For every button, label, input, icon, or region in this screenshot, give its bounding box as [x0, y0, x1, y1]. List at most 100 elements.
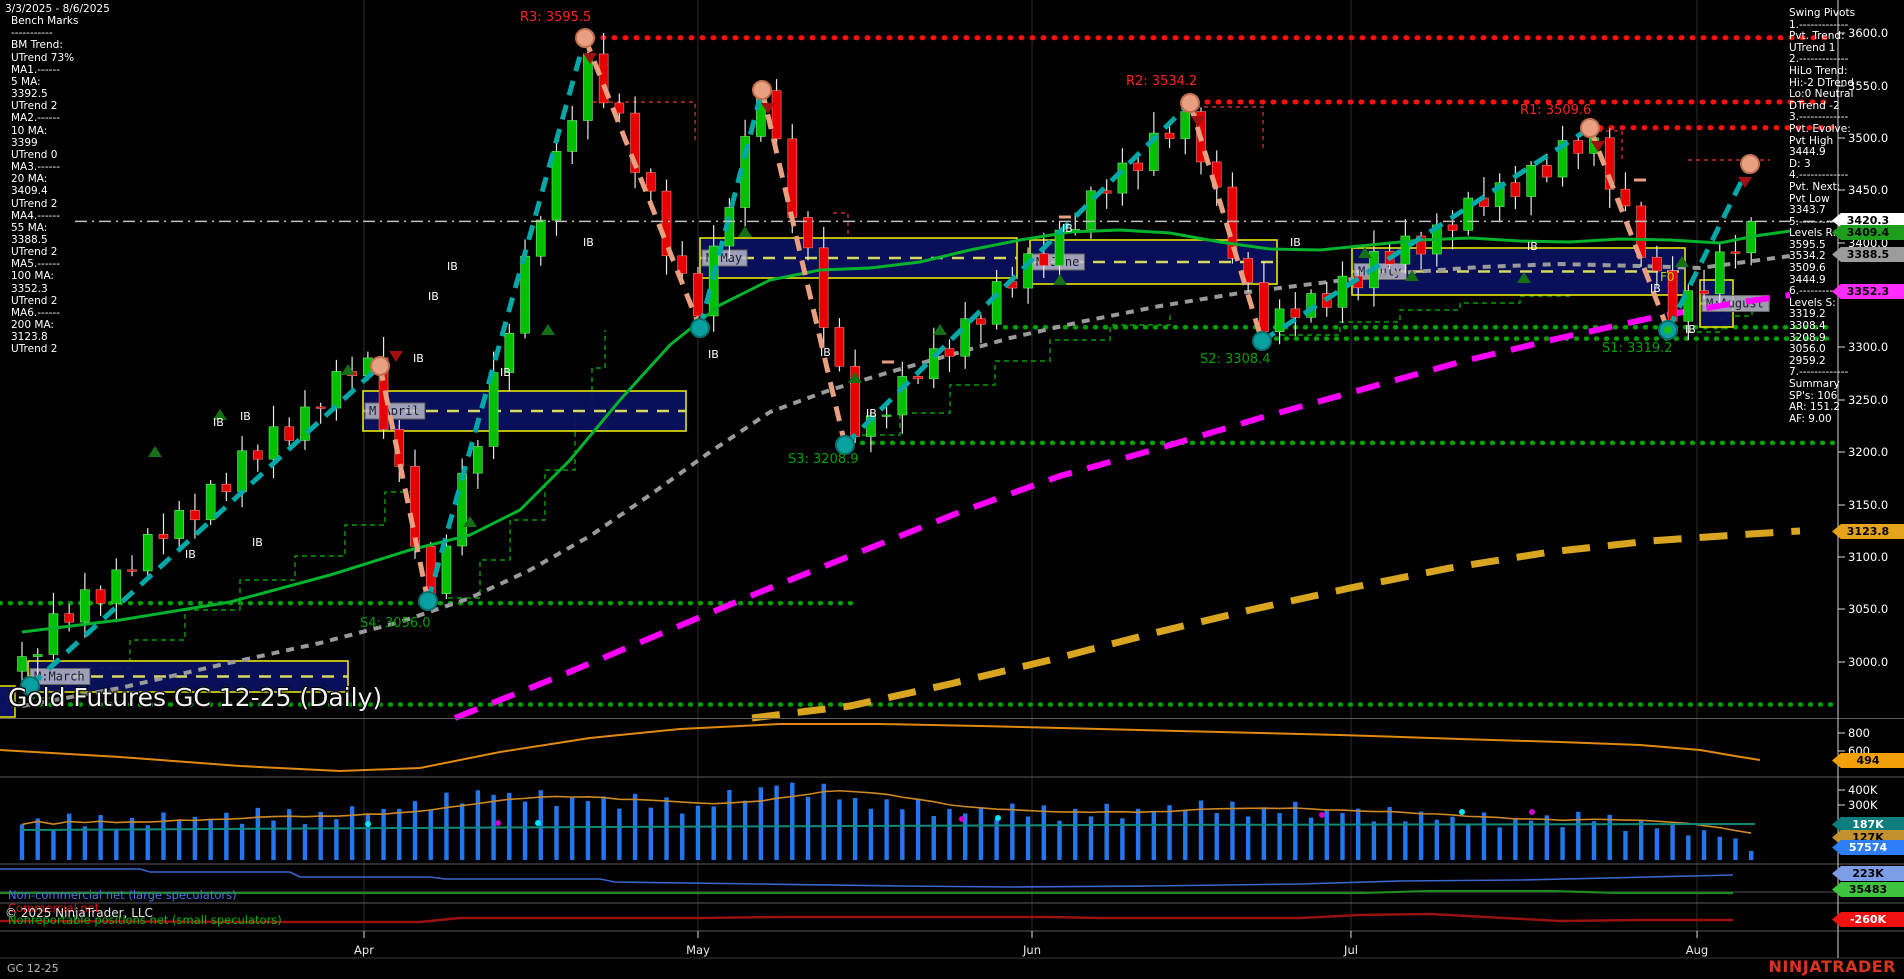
price-tag: 3388.5: [1832, 247, 1904, 262]
up-triangle-marker: [213, 409, 227, 420]
up-triangle-marker: [341, 364, 355, 375]
volume-bar: [208, 818, 213, 860]
candle-body: [127, 569, 137, 572]
price-tick-label: 3150.0: [1848, 498, 1889, 512]
benchmarks-legend-line: 200 MA:: [11, 319, 54, 332]
volume-bar: [129, 817, 135, 860]
candle-body: [315, 406, 326, 409]
zigzag-segment: [425, 37, 588, 602]
candle-body: [1117, 162, 1128, 194]
volume-bar: [1560, 827, 1565, 860]
candle-body: [504, 332, 515, 373]
volume-bar: [1387, 807, 1392, 860]
swing-pivots-line: 3444.9: [1789, 273, 1826, 286]
candle-body: [205, 483, 216, 521]
swing-pivots-line: Pvt. Next:: [1789, 180, 1841, 193]
volume-bar: [1261, 807, 1267, 860]
price-tick-label: 3300.0: [1848, 340, 1889, 354]
volume-bar: [1371, 821, 1377, 860]
price-tag: 3409.4: [1832, 225, 1904, 240]
benchmarks-legend-line: 55 MA:: [11, 221, 48, 234]
candle-body: [1164, 132, 1175, 139]
volume-bar: [554, 806, 559, 860]
ma200-line: [751, 527, 1801, 722]
candle-body: [1573, 140, 1584, 154]
zigzag-segment: [843, 101, 1192, 447]
volume-bar: [1418, 811, 1424, 860]
price-tick-label: 3000.0: [1848, 655, 1889, 669]
volume-bar: [1623, 831, 1628, 860]
price-tick-label: 3500.0: [1848, 131, 1889, 145]
volume-bar: [161, 812, 166, 860]
candle-body: [32, 654, 43, 657]
volume-bar: [82, 826, 88, 860]
benchmarks-legend-line: 3352.3: [11, 282, 48, 295]
resistance-label-r1: R1: 3509.6: [1520, 103, 1592, 118]
swing-pivots-line: SP's: 106: [1789, 389, 1838, 402]
candle-body: [80, 589, 90, 623]
candle-body: [1714, 251, 1725, 295]
candle-body: [95, 589, 106, 604]
benchmarks-legend-line: 3409.4: [11, 185, 48, 198]
ib-label: IB: [1685, 323, 1696, 336]
resistance-label-r2: R2: 3534.2: [1126, 74, 1198, 89]
volume-bar: [1041, 805, 1046, 860]
pivot-high-circle: [1740, 154, 1760, 174]
candle-body: [1039, 253, 1049, 266]
zigzag-segment: [582, 37, 703, 329]
benchmarks-legend-line: MA1.------: [11, 63, 60, 76]
candle-body: [1730, 251, 1741, 254]
swing-pivots-line: Pvt. Evolve:: [1789, 122, 1851, 135]
candle-body: [834, 327, 845, 367]
candle-body: [645, 172, 656, 192]
price-tag: 187K: [1832, 817, 1904, 832]
candle-body: [253, 450, 263, 460]
benchmarks-legend-line: UTrend 2: [11, 197, 58, 210]
ma100-line: [453, 292, 1791, 721]
volume-bar: [475, 790, 481, 860]
month-box-label: M:March: [34, 670, 85, 684]
price-tick-label: 3600.0: [1848, 26, 1889, 40]
label-nonreportable-net: Nonreportable positions net (small specu…: [8, 913, 282, 927]
price-tick-label: 3200.0: [1848, 445, 1889, 459]
candle-body: [771, 90, 782, 140]
candle-body: [881, 414, 892, 417]
ma20-line: [21, 228, 1791, 634]
candle-body: [237, 450, 247, 492]
swing-pivots-line: Pvt High: [1789, 134, 1834, 147]
volume-bar: [947, 808, 952, 860]
ma55-line: [21, 254, 1791, 708]
chart-title: Gold Futures GC 12-25 (Daily): [8, 683, 383, 712]
benchmarks-legend-line: UTrend 2: [11, 294, 58, 307]
volume-bar: [538, 790, 543, 860]
volume-bar: [349, 806, 355, 860]
candle-body: [1542, 164, 1552, 178]
volume-bar: [852, 798, 858, 860]
swing-pivots-line: 3208.9: [1789, 331, 1826, 344]
volume-bar: [790, 782, 795, 860]
swing-pivots-line: Pvt Low: [1789, 192, 1830, 205]
ib-label: IB: [820, 346, 831, 359]
time-axis-label: May: [686, 943, 710, 957]
ib-label: IB: [428, 290, 439, 303]
volume-bar: [978, 807, 984, 860]
ib-label: IB: [413, 352, 424, 365]
candle-body: [1447, 224, 1458, 231]
swing-pivots-line: Pvt. Trend:: [1789, 30, 1845, 43]
cot-nonreportable-line: [0, 889, 1733, 895]
volume-bar: [805, 796, 811, 860]
swing-pivots-line: 2.-------------: [1789, 53, 1849, 66]
benchmarks-legend-line: MA3.------: [11, 161, 60, 174]
candle-body: [1243, 258, 1253, 283]
down-triangle-marker: [583, 53, 597, 64]
swing-pivots-line: 3.-------------: [1789, 111, 1849, 124]
volume-bar: [1277, 813, 1282, 860]
volume-bar: [522, 801, 528, 860]
time-axis-label: Jul: [1344, 943, 1358, 957]
candle-body: [1463, 197, 1474, 231]
candle-body: [960, 318, 971, 357]
candle-body: [441, 545, 452, 594]
candle-body: [708, 245, 719, 317]
month-box-partial: [0, 685, 16, 718]
